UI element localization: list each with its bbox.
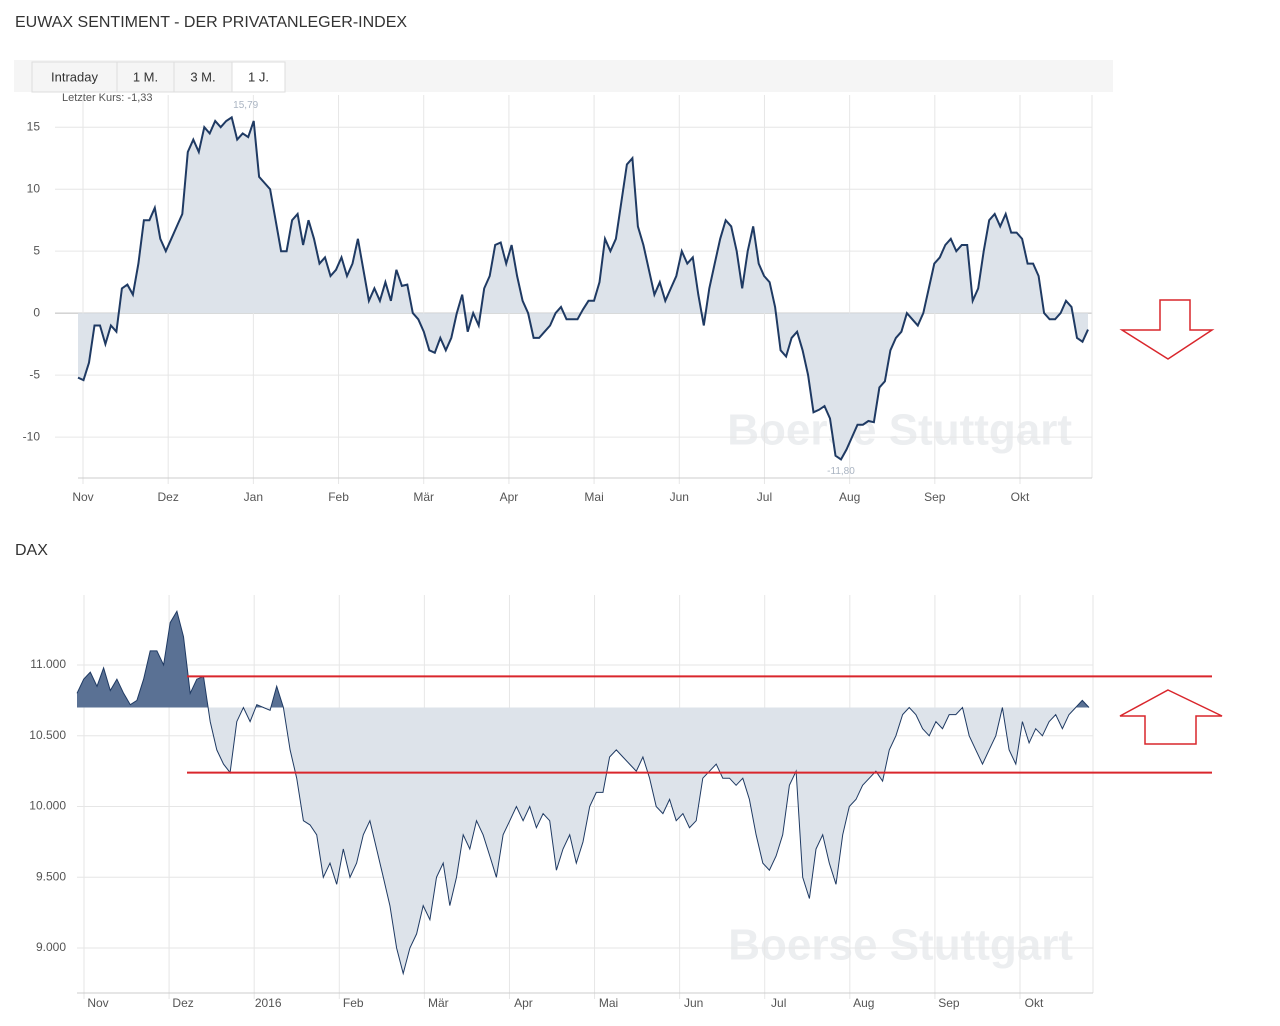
x-tick-label: Feb bbox=[328, 490, 349, 504]
x-tick-label: Apr bbox=[500, 490, 519, 504]
y-tick-label: 0 bbox=[33, 305, 40, 319]
line bbox=[76, 610, 1090, 976]
tab-box bbox=[31, 61, 118, 93]
x-tick-label: Aug bbox=[853, 996, 874, 1010]
down-arrow bbox=[1119, 299, 1215, 360]
tab-label: 3 M. bbox=[190, 69, 215, 84]
y-tick-label: 9.000 bbox=[36, 940, 66, 954]
x-tick-label: Nov bbox=[87, 996, 108, 1010]
y-tick-label: 5 bbox=[33, 243, 40, 257]
y-tick-label: 10 bbox=[27, 181, 41, 195]
x-tick-label: Apr bbox=[514, 996, 533, 1010]
y-tick-label: 15 bbox=[27, 119, 41, 133]
x-tick-label: Jul bbox=[757, 490, 772, 504]
x-tick-label: Mär bbox=[428, 996, 449, 1010]
tab-box bbox=[231, 61, 286, 93]
x-tick-label: Jun bbox=[684, 996, 703, 1010]
y-tick-label: -5 bbox=[29, 367, 40, 381]
x-tick-label: Dez bbox=[172, 996, 193, 1010]
y-tick-label: -10 bbox=[23, 429, 41, 443]
watermark: Boerse Stuttgart bbox=[728, 921, 1073, 970]
x-tick-label: Mär bbox=[413, 490, 434, 504]
x-tick-label: Sep bbox=[938, 996, 960, 1010]
max-label: 15,79 bbox=[233, 100, 258, 111]
x-tick-label: Feb bbox=[343, 996, 364, 1010]
area-above bbox=[118, 117, 1073, 314]
area-below bbox=[208, 707, 1089, 974]
x-tick-label: Sep bbox=[924, 490, 946, 504]
line bbox=[77, 115, 1089, 461]
x-tick-label: Jul bbox=[771, 996, 786, 1010]
y-tick-label: 10.500 bbox=[29, 728, 66, 742]
x-tick-label: Okt bbox=[1011, 490, 1030, 504]
y-tick-label: 10.000 bbox=[29, 799, 66, 813]
tab[interactable]: Intraday bbox=[31, 61, 118, 93]
tab-box bbox=[116, 61, 175, 93]
y-tick-label: 11.000 bbox=[30, 657, 66, 671]
tab-label: 1 J. bbox=[248, 69, 269, 84]
x-tick-label: Dez bbox=[158, 490, 179, 504]
chart-title: DAX bbox=[15, 542, 48, 559]
chart-title: EUWAX SENTIMENT - DER PRIVATANLEGER-INDE… bbox=[15, 14, 407, 31]
up-arrow bbox=[1119, 689, 1223, 745]
x-tick-label: Okt bbox=[1025, 996, 1044, 1010]
tab[interactable]: 1 M. bbox=[116, 61, 175, 93]
last-price: Letzter Kurs: -1,33 bbox=[62, 92, 153, 104]
x-tick-label: Aug bbox=[839, 490, 860, 504]
area-below bbox=[78, 313, 1088, 460]
x-tick-label: Mai bbox=[599, 996, 618, 1010]
x-tick-label: Mai bbox=[584, 490, 603, 504]
x-tick-label: 2016 bbox=[255, 996, 282, 1010]
tab[interactable]: 3 M. bbox=[173, 61, 233, 93]
x-tick-label: Jan bbox=[244, 490, 263, 504]
area-above bbox=[77, 611, 1089, 708]
tab[interactable]: 1 J. bbox=[231, 61, 286, 93]
tab-label: Intraday bbox=[51, 69, 98, 84]
tab-label: 1 M. bbox=[133, 69, 158, 84]
x-tick-label: Nov bbox=[72, 490, 93, 504]
x-tick-label: Jun bbox=[670, 490, 689, 504]
watermark: Boerse Stuttgart bbox=[727, 406, 1072, 455]
tab-box bbox=[173, 61, 233, 93]
y-tick-label: 9.500 bbox=[36, 869, 66, 883]
min-label: -11,80 bbox=[827, 466, 855, 477]
